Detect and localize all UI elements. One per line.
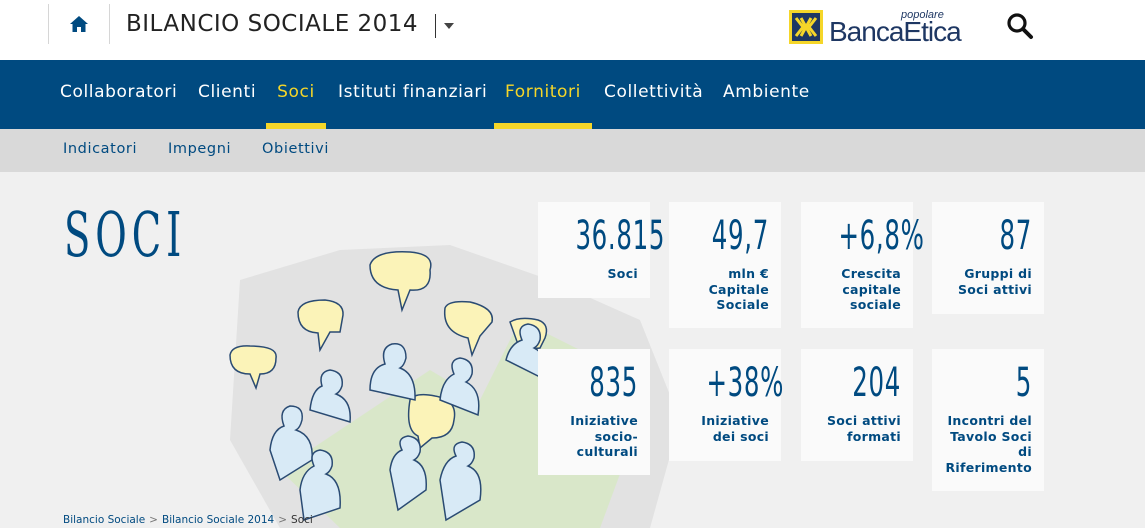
stat-value: +38% [706,360,785,406]
nav-item-fornitori[interactable]: Fornitori [494,60,592,129]
breadcrumb-link[interactable]: Bilancio Sociale 2014 [161,514,275,526]
title-dropdown-button[interactable] [435,14,461,38]
page-title: SOCI [64,198,187,271]
main-nav: Collaboratori Clienti Soci Istituti fina… [0,60,1145,129]
stat-label: Incontri del Tavolo Soci di Riferimento [945,413,1032,475]
subnav-item-indicatori[interactable]: Indicatori [63,141,138,157]
breadcrumb-separator: > [278,514,288,526]
brand-logo[interactable]: popolare BancaEtica [789,6,962,47]
home-icon [70,16,88,32]
stat-label: Soci attivi formati [826,413,901,444]
nav-item-collaboratori[interactable]: Collaboratori [60,82,178,102]
stat-value: 204 [852,360,901,406]
logo-small-text: popolare [901,9,944,21]
stat-label: Soci [607,266,638,281]
nav-item-ambiente[interactable]: Ambiente [723,82,810,102]
logo-wordmark: popolare BancaEtica [829,10,962,47]
stat-label: Iniziative socio-culturali [570,413,638,459]
home-button[interactable] [48,4,110,44]
stat-label: mln € Capitale Sociale [708,266,769,312]
search-button[interactable] [1005,11,1035,41]
sub-nav: Indicatori Impegni Obiettivi [0,129,1145,172]
stat-card-iniziative-dei-soci: +38% Iniziative dei soci [669,349,785,461]
search-icon [1007,13,1033,39]
stat-value: 49,7 [711,213,769,259]
nav-item-soci[interactable]: Soci [266,60,326,129]
breadcrumb-separator: > [149,514,158,526]
stat-label: Iniziative dei soci [701,413,769,444]
site-title: BILANCIO SOCIALE 2014 [126,11,419,37]
stat-value: 36.815 [575,213,666,259]
active-indicator [494,123,592,129]
breadcrumb: Bilancio Sociale > Bilancio Sociale 2014 > S… [63,514,313,526]
subnav-item-impegni[interactable]: Impegni [168,141,232,157]
breadcrumb-link[interactable]: Bilancio Sociale [63,514,146,526]
stat-value: 835 [589,360,638,406]
stat-card-crescita-capitale: +6,8% Crescita capitale sociale [801,202,925,328]
nav-item-clienti[interactable]: Clienti [198,82,257,102]
stat-value: +6,8% [838,213,925,259]
top-bar: BILANCIO SOCIALE 2014 popolare BancaEtic… [0,0,1145,60]
nav-item-collettivita[interactable]: Collettività [604,82,704,102]
stat-card-gruppi-soci: 87 Gruppi di Soci attivi [932,202,1044,314]
subnav-item-obiettivi[interactable]: Obiettivi [262,141,329,157]
stat-label: Gruppi di Soci attivi [957,266,1032,297]
nav-item-istituti-finanziari[interactable]: Istituti finanziari [338,82,488,102]
logo-text: BancaEtica [829,16,962,47]
stat-card-capitale-sociale: 49,7 mln € Capitale Sociale [669,202,781,328]
stat-card-soci: 36.815 Soci [538,202,666,298]
stat-value: 87 [999,213,1032,259]
caret-down-icon [443,23,454,29]
stat-card-incontri-tavolo-soci: 5 Incontri del Tavolo Soci di Riferiment… [932,349,1044,491]
breadcrumb-current: Soci [291,514,313,526]
stat-value: 5 [1015,360,1032,406]
stat-card-iniziative-socio-culturali: 835 Iniziative socio-culturali [538,349,650,475]
stat-label: Crescita capitale sociale [841,266,901,312]
active-indicator [266,123,326,129]
stat-card-soci-attivi-formati: 204 Soci attivi formati [801,349,913,461]
logo-mark-icon [789,10,823,44]
